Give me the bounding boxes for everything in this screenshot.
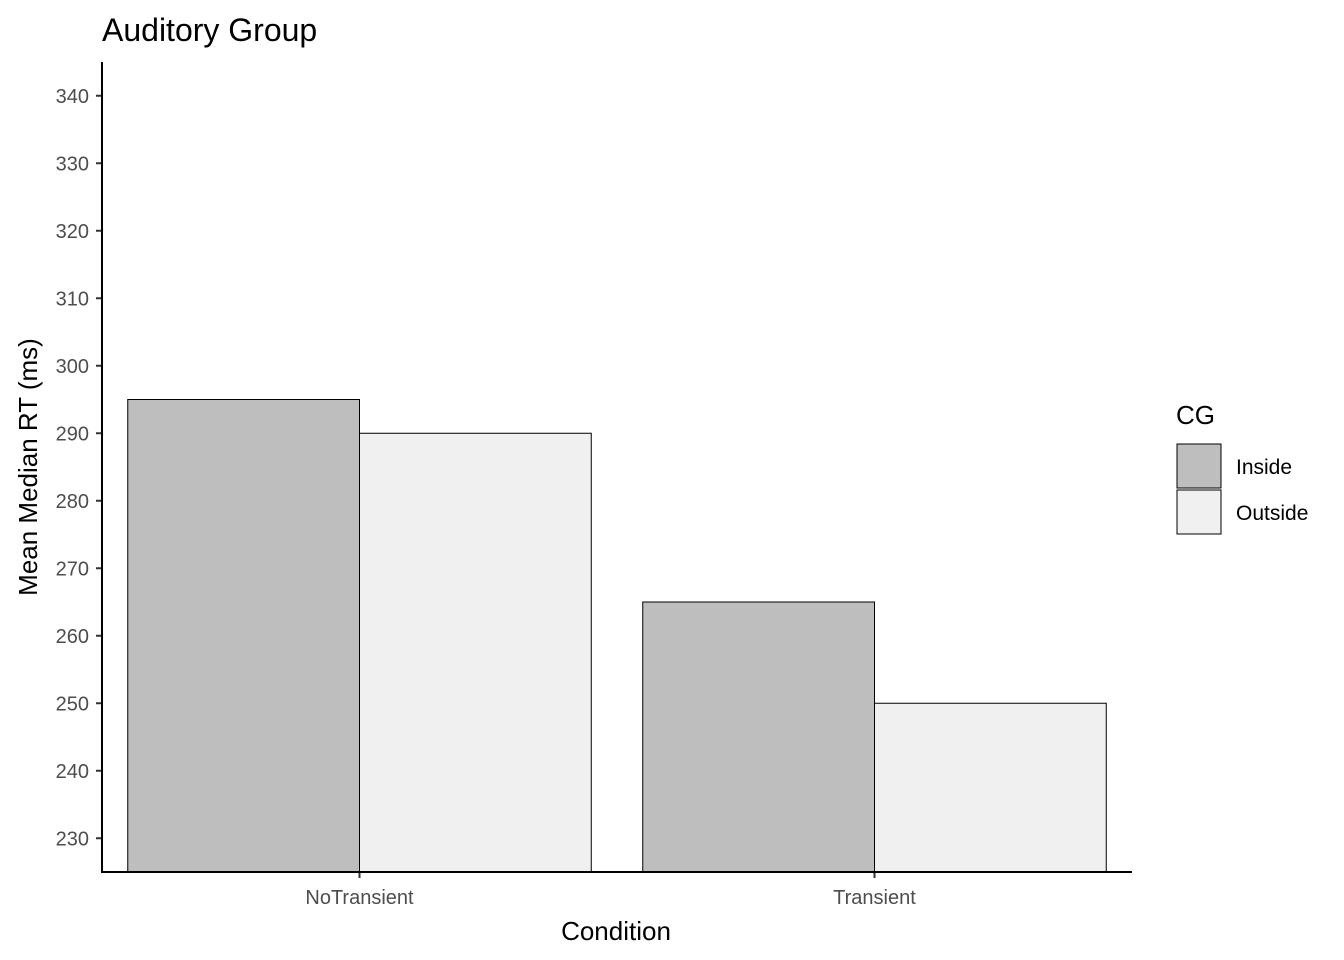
y-tick-label: 240 [56, 761, 89, 783]
y-tick-label: 230 [56, 828, 89, 850]
legend-label-inside: Inside [1236, 456, 1292, 479]
y-tick-label: 270 [56, 558, 89, 580]
y-tick-label: 260 [56, 626, 89, 648]
x-axis-ticks: NoTransient Transient [305, 872, 916, 909]
y-axis-title: Mean Median RT (ms) [13, 338, 43, 596]
y-tick-label: 290 [56, 423, 89, 445]
y-tick-label: 320 [56, 221, 89, 243]
bars-group [127, 399, 1107, 873]
legend-key-inside [1176, 443, 1222, 489]
y-tick-label: 310 [56, 288, 89, 310]
chart-title: Auditory Group [102, 12, 317, 48]
y-tick-label: 340 [56, 86, 89, 108]
legend-label-outside: Outside [1236, 502, 1308, 525]
legend-key-outside [1176, 489, 1222, 535]
legend-title: CG [1176, 400, 1215, 430]
legend: CG Inside Outside [1176, 400, 1308, 535]
y-axis-ticks: 230 240 250 260 270 280 290 300 310 320 330 340 [56, 86, 102, 850]
y-tick-label: 250 [56, 693, 89, 715]
y-tick-label: 280 [56, 491, 89, 513]
y-tick-label: 330 [56, 153, 89, 175]
bar-inside-notransient [127, 399, 360, 873]
bar-inside-transient [642, 601, 875, 873]
x-tick-label: NoTransient [305, 887, 414, 909]
y-tick-label: 300 [56, 356, 89, 378]
bar-outside-transient [874, 702, 1107, 873]
x-axis-title: Condition [561, 916, 671, 946]
x-tick-label: Transient [833, 887, 916, 909]
bar-outside-notransient [359, 432, 592, 873]
